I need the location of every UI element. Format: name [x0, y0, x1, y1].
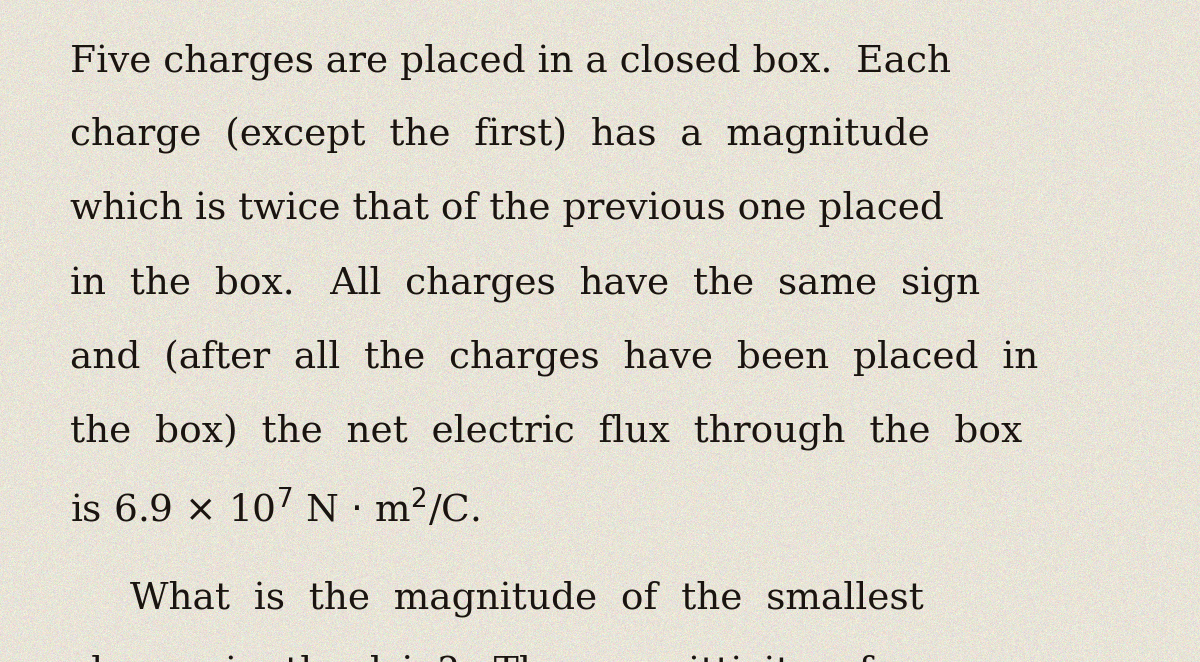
Text: which is twice that of the previous one placed: which is twice that of the previous one …	[70, 191, 943, 227]
Text: Five charges are placed in a closed box.  Each: Five charges are placed in a closed box.…	[70, 43, 950, 79]
Text: and  (after  all  the  charges  have  been  placed  in: and (after all the charges have been pla…	[70, 340, 1038, 377]
Text: the  box)  the  net  electric  flux  through  the  box: the box) the net electric flux through t…	[70, 414, 1022, 451]
Text: in  the  box.   All  charges  have  the  same  sign: in the box. All charges have the same si…	[70, 265, 979, 302]
Text: charge  (except  the  first)  has  a  magnitude: charge (except the first) has a magnitud…	[70, 117, 929, 154]
Text: charge  in  the  bȯx?   The  permittivity  of  a: charge in the bȯx? The permittivity of …	[70, 655, 918, 662]
Text: What  is  the  magnitude  of  the  smallest: What is the magnitude of the smallest	[130, 581, 923, 617]
Text: is 6.9 $\times$ 10$^{7}$ N $\cdot$ m$^{2}$/C.: is 6.9 $\times$ 10$^{7}$ N $\cdot$ m$^{2…	[70, 488, 479, 531]
